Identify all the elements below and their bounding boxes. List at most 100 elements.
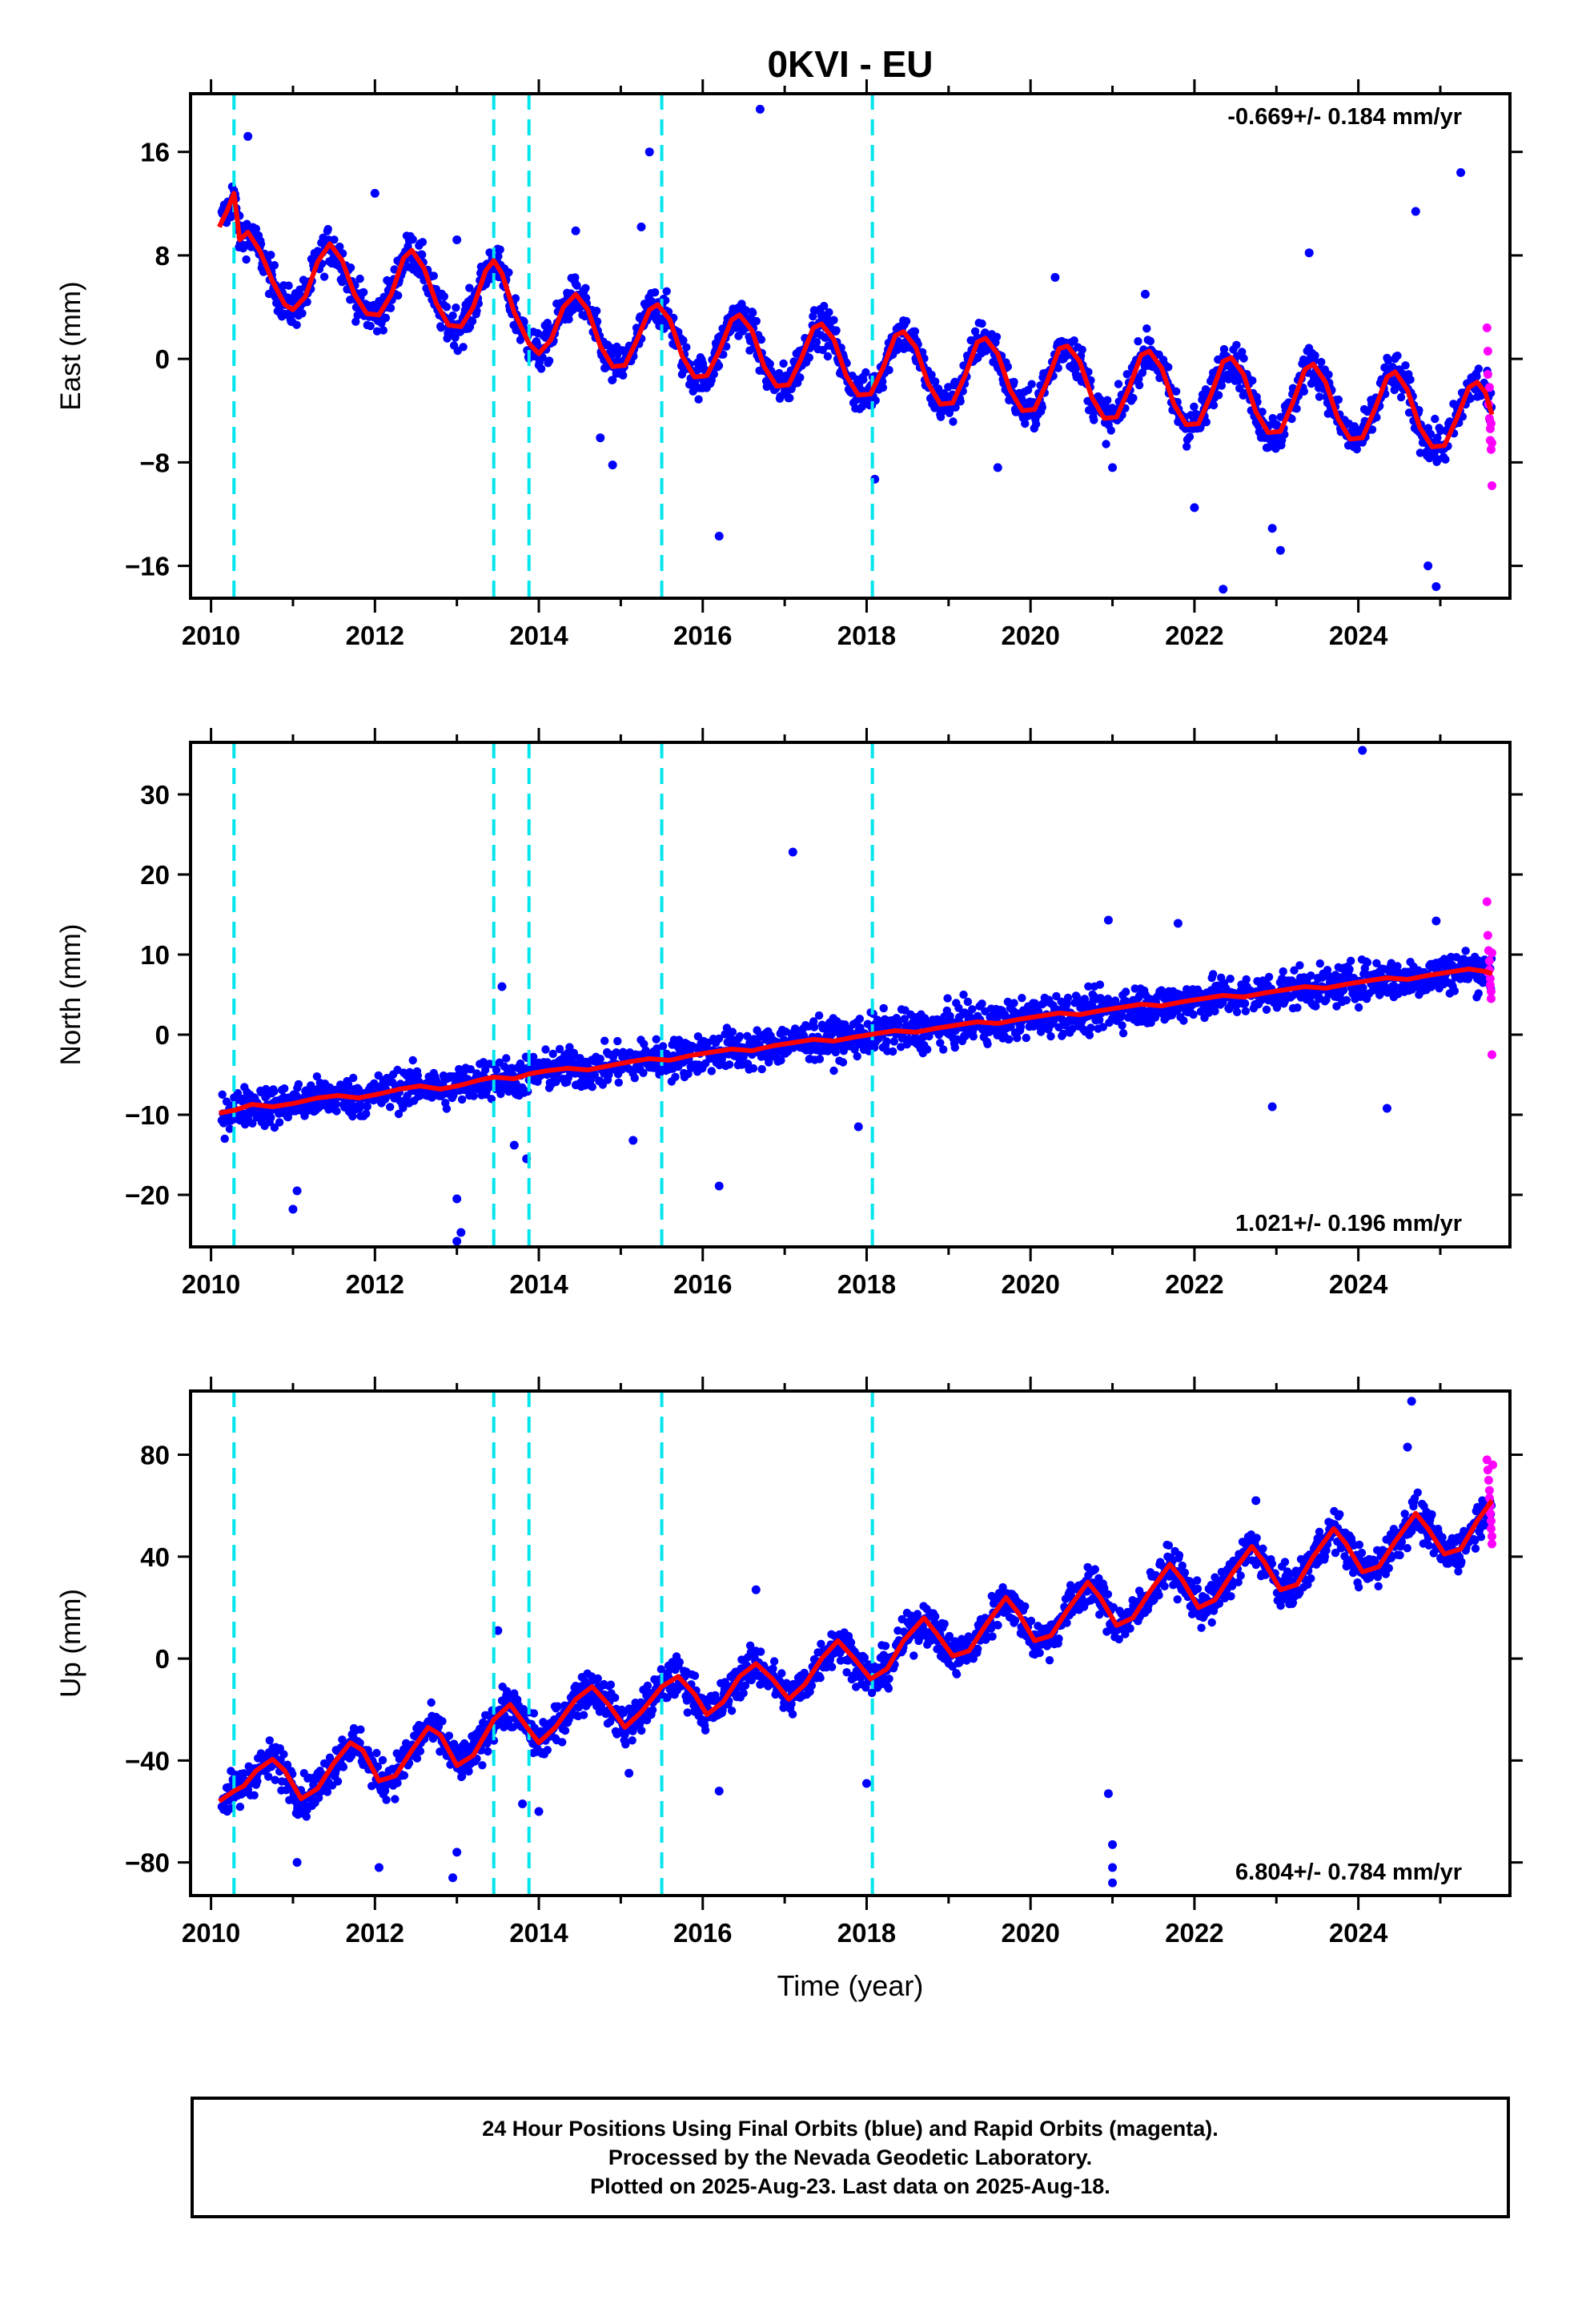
- rapid-orbit-point: [1487, 1050, 1496, 1059]
- final-orbit-point: [878, 377, 887, 386]
- final-orbit-outlier: [755, 104, 765, 114]
- final-orbit-point: [1248, 376, 1257, 385]
- final-orbit-point: [1122, 987, 1130, 996]
- final-orbit-point: [1038, 403, 1047, 412]
- final-orbit-point: [347, 1751, 356, 1760]
- final-orbit-point: [1367, 425, 1377, 434]
- final-orbit-point: [335, 242, 344, 251]
- final-orbit-point: [693, 1032, 703, 1041]
- final-orbit-outlier: [1275, 545, 1285, 555]
- final-orbit-point: [639, 1068, 648, 1078]
- final-orbit-point: [1436, 426, 1445, 436]
- final-orbit-point: [372, 1748, 381, 1758]
- final-orbit-point: [349, 1073, 358, 1083]
- final-orbit-point: [749, 308, 757, 317]
- final-orbit-point: [382, 1795, 391, 1804]
- final-orbit-point: [394, 291, 403, 300]
- rapid-orbit-point: [1482, 897, 1492, 907]
- final-orbit-point: [619, 371, 628, 380]
- final-orbit-point: [436, 324, 446, 332]
- final-orbit-outlier: [1103, 915, 1113, 925]
- final-orbit-point: [1114, 380, 1123, 388]
- final-orbit-point: [1396, 392, 1406, 402]
- final-orbit-point: [777, 1055, 785, 1065]
- final-orbit-outlier: [456, 1228, 466, 1237]
- x-tick-label: 2022: [1165, 1269, 1223, 1299]
- final-orbit-point: [494, 251, 503, 261]
- final-orbit-point: [319, 272, 329, 281]
- final-orbit-point: [366, 321, 375, 331]
- final-orbit-point: [444, 1731, 454, 1740]
- final-orbit-outlier: [788, 847, 797, 857]
- final-orbit-outlier: [1431, 581, 1441, 591]
- final-orbit-point: [220, 1134, 229, 1144]
- x-tick-label: 2022: [1165, 621, 1223, 650]
- final-orbit-point: [390, 265, 399, 274]
- final-orbit-outlier: [292, 1186, 302, 1196]
- final-orbit-point: [855, 1015, 865, 1023]
- final-orbit-point: [889, 1047, 897, 1056]
- final-orbit-point: [560, 1726, 570, 1735]
- final-orbit-point: [225, 1124, 235, 1133]
- final-orbit-point: [267, 1113, 275, 1122]
- rapid-orbit-point: [1484, 383, 1494, 392]
- final-orbit-point: [429, 271, 438, 280]
- final-orbit-point: [959, 990, 968, 999]
- rapid-orbit-point: [1482, 323, 1492, 332]
- final-orbit-point: [612, 1048, 620, 1057]
- final-orbit-point: [1295, 961, 1304, 970]
- final-orbit-point: [298, 309, 307, 318]
- final-orbit-point: [652, 1035, 661, 1044]
- final-orbit-point: [1179, 1016, 1188, 1025]
- final-orbit-point: [1315, 392, 1324, 401]
- final-orbit-point: [588, 1083, 596, 1092]
- final-orbit-point: [936, 1039, 945, 1047]
- final-orbit-point: [528, 1052, 538, 1062]
- final-orbit-point: [954, 1003, 963, 1012]
- final-orbit-point: [1415, 448, 1425, 457]
- final-orbit-point: [829, 316, 838, 324]
- final-orbit-point: [983, 1039, 992, 1049]
- final-orbit-point: [927, 370, 936, 380]
- final-orbit-point: [1241, 1007, 1251, 1015]
- final-orbit-outlier: [1267, 524, 1277, 533]
- final-orbit-point: [1219, 344, 1229, 354]
- final-orbit-point: [543, 319, 552, 328]
- x-tick-label: 2024: [1329, 1269, 1388, 1299]
- final-orbit-point: [1324, 370, 1333, 379]
- final-orbit-point: [1098, 1023, 1108, 1031]
- final-orbit-outlier: [1190, 503, 1199, 513]
- final-orbit-point: [464, 1767, 473, 1776]
- final-orbit-point: [1472, 372, 1481, 381]
- x-tick-label: 2020: [1001, 621, 1059, 650]
- final-orbit-point: [452, 304, 460, 312]
- plot-area: [217, 742, 1496, 1247]
- final-orbit-point: [956, 397, 965, 406]
- y-axis-label: North (mm): [55, 924, 86, 1066]
- final-orbit-point: [1240, 999, 1250, 1008]
- final-orbit-outlier: [1050, 272, 1060, 282]
- y-tick-label: −10: [125, 1100, 170, 1130]
- final-orbit-outlier: [1423, 561, 1433, 571]
- final-orbit-point: [253, 1777, 262, 1786]
- rapid-orbit-point: [1486, 444, 1496, 454]
- final-orbit-point: [658, 1042, 668, 1051]
- final-orbit-outlier: [452, 235, 462, 245]
- final-orbit-point: [1262, 1005, 1271, 1015]
- final-orbit-point: [640, 1039, 648, 1049]
- x-tick-label: 2012: [346, 621, 404, 650]
- final-orbit-point: [565, 1043, 574, 1051]
- final-orbit-point: [1134, 375, 1143, 384]
- final-orbit-point: [1474, 989, 1484, 998]
- final-orbit-point: [1118, 1029, 1128, 1038]
- final-orbit-point: [1272, 1003, 1282, 1012]
- final-orbit-point: [1050, 1016, 1058, 1025]
- final-orbit-point: [478, 1761, 487, 1770]
- final-orbit-point: [1018, 395, 1026, 404]
- final-orbit-point: [250, 1791, 259, 1799]
- final-orbit-point: [613, 1036, 622, 1046]
- final-orbit-point: [1390, 385, 1399, 395]
